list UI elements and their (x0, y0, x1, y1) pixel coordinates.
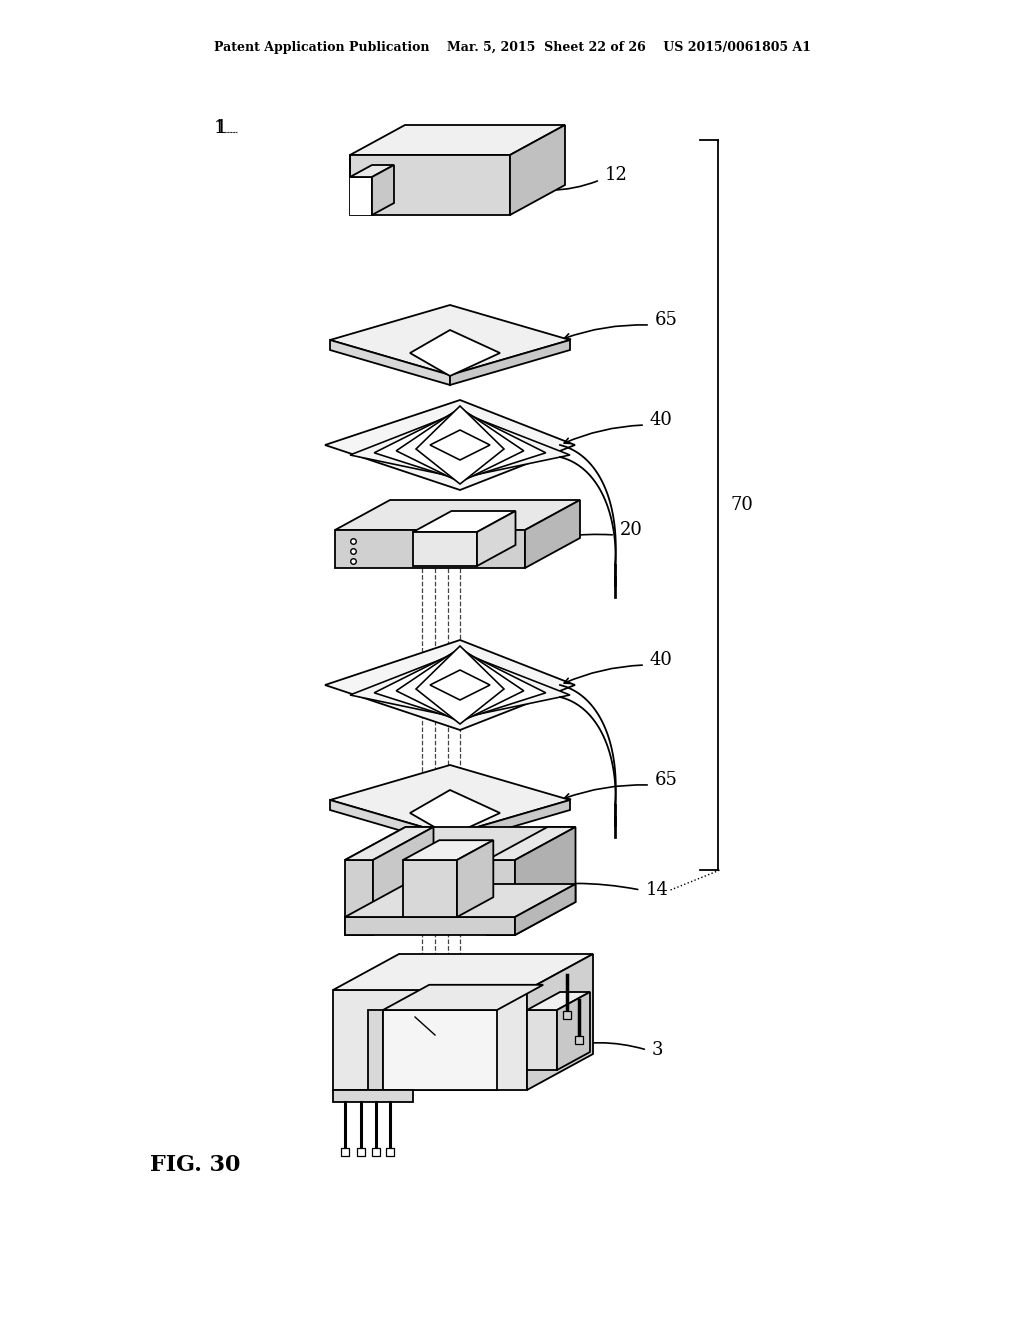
Polygon shape (350, 154, 510, 215)
Text: 40: 40 (650, 411, 673, 429)
Polygon shape (403, 861, 457, 917)
Polygon shape (373, 828, 433, 935)
Polygon shape (430, 671, 490, 700)
Polygon shape (325, 400, 575, 490)
Polygon shape (350, 125, 565, 154)
Text: 1: 1 (216, 119, 227, 137)
Polygon shape (330, 305, 570, 375)
Polygon shape (575, 1036, 583, 1044)
Text: 14: 14 (645, 880, 669, 899)
Polygon shape (515, 884, 575, 935)
Polygon shape (383, 985, 543, 1010)
Polygon shape (330, 341, 450, 385)
Polygon shape (510, 125, 565, 215)
Polygon shape (372, 1148, 380, 1156)
Polygon shape (410, 789, 500, 836)
Polygon shape (335, 531, 525, 568)
Polygon shape (333, 1090, 413, 1102)
Text: FIG. 30: FIG. 30 (150, 1154, 241, 1176)
Polygon shape (450, 800, 570, 845)
Polygon shape (396, 408, 524, 482)
Polygon shape (386, 1148, 394, 1156)
Polygon shape (527, 993, 590, 1010)
Polygon shape (383, 1010, 497, 1090)
Polygon shape (350, 652, 570, 718)
Text: 20: 20 (620, 521, 643, 539)
Polygon shape (350, 165, 394, 177)
Text: 12: 12 (605, 166, 628, 183)
Polygon shape (330, 800, 450, 845)
Polygon shape (396, 648, 524, 722)
Polygon shape (345, 917, 515, 935)
Polygon shape (557, 993, 590, 1071)
Polygon shape (357, 1148, 365, 1156)
Text: Patent Application Publication    Mar. 5, 2015  Sheet 22 of 26    US 2015/006180: Patent Application Publication Mar. 5, 2… (213, 41, 811, 54)
Polygon shape (416, 645, 504, 723)
Polygon shape (350, 177, 372, 215)
Polygon shape (450, 341, 570, 385)
Polygon shape (333, 954, 593, 990)
Polygon shape (410, 330, 500, 376)
Polygon shape (374, 649, 546, 721)
Text: 1: 1 (214, 119, 225, 137)
Polygon shape (368, 1010, 383, 1090)
Polygon shape (416, 407, 504, 484)
Polygon shape (477, 511, 515, 566)
Polygon shape (374, 409, 546, 480)
Polygon shape (413, 511, 515, 532)
Polygon shape (345, 884, 575, 917)
Polygon shape (372, 165, 394, 215)
Text: 40: 40 (650, 651, 673, 669)
Text: 65: 65 (655, 771, 678, 789)
Polygon shape (527, 1010, 557, 1071)
Polygon shape (413, 532, 477, 566)
Text: 38: 38 (406, 1005, 425, 1019)
Polygon shape (345, 828, 575, 861)
Polygon shape (487, 861, 515, 935)
Polygon shape (345, 861, 373, 935)
Polygon shape (515, 828, 575, 935)
Polygon shape (335, 500, 580, 531)
Polygon shape (525, 500, 580, 568)
Polygon shape (487, 828, 575, 861)
Text: 70: 70 (730, 496, 753, 513)
Polygon shape (563, 1011, 571, 1019)
Text: 3: 3 (652, 1041, 664, 1059)
Polygon shape (457, 841, 494, 917)
Polygon shape (527, 954, 593, 1090)
Polygon shape (350, 412, 570, 478)
Polygon shape (430, 430, 490, 459)
Polygon shape (345, 828, 433, 861)
Polygon shape (341, 1148, 349, 1156)
Polygon shape (325, 640, 575, 730)
Polygon shape (403, 841, 494, 861)
Text: 65: 65 (655, 312, 678, 329)
Polygon shape (333, 990, 527, 1090)
Polygon shape (330, 766, 570, 836)
